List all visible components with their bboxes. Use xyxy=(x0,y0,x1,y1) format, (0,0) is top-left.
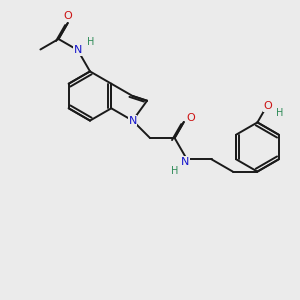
Text: O: O xyxy=(63,11,72,20)
Text: H: H xyxy=(171,166,178,176)
Text: N: N xyxy=(74,45,82,55)
Text: N: N xyxy=(181,157,189,167)
Text: N: N xyxy=(128,116,137,126)
Text: H: H xyxy=(87,37,94,47)
Text: H: H xyxy=(276,108,284,118)
Text: O: O xyxy=(186,113,195,123)
Text: O: O xyxy=(263,101,272,111)
